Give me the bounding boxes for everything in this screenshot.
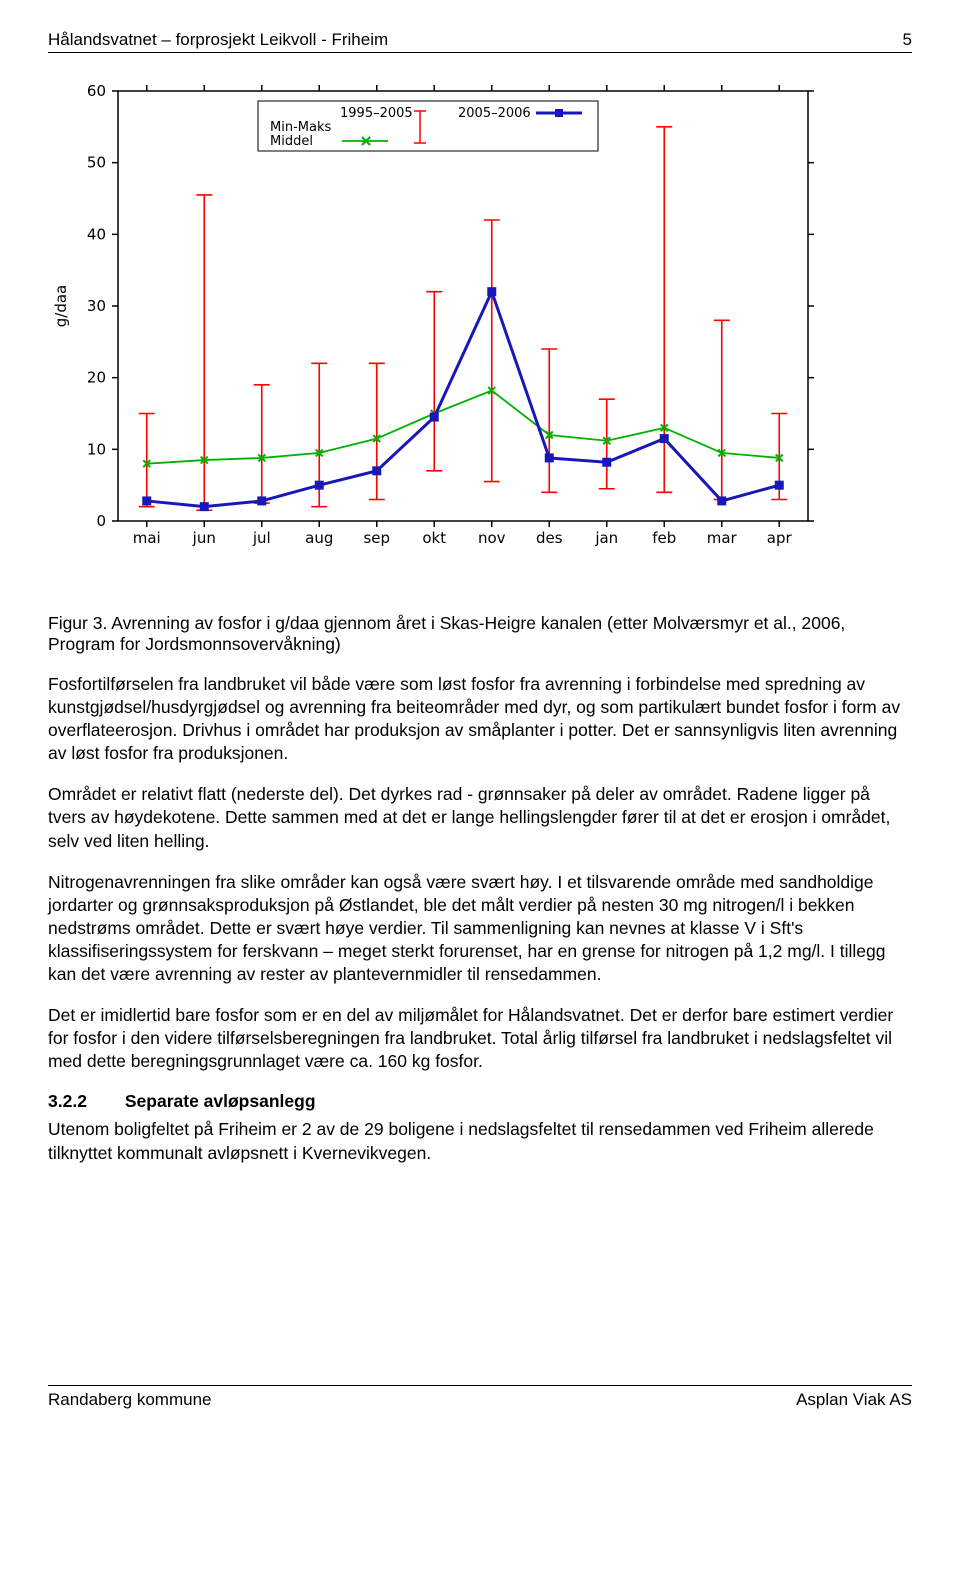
svg-text:jul: jul: [252, 529, 271, 547]
chart-svg: 0 10 20 30 40 50 60 g/daa mai jun jul aug sep okt nov d…: [48, 73, 828, 593]
paragraph: Nitrogenavrenningen fra slike områder ka…: [48, 871, 912, 986]
body-text: Fosfortilførselen fra landbruket vil båd…: [48, 673, 912, 1165]
svg-text:feb: feb: [652, 529, 676, 547]
paragraph: Området er relativt flatt (nederste del)…: [48, 783, 912, 852]
svg-text:0: 0: [96, 512, 106, 530]
document-page: Hålandsvatnet – forprosjekt Leikvoll - F…: [0, 0, 960, 1430]
svg-text:30: 30: [87, 297, 106, 315]
footer-right: Asplan Viak AS: [796, 1390, 912, 1410]
phosphorus-chart: 0 10 20 30 40 50 60 g/daa mai jun jul aug sep okt nov d…: [48, 73, 828, 593]
svg-text:jan: jan: [594, 529, 618, 547]
svg-text:mai: mai: [133, 529, 161, 547]
footer-left: Randaberg kommune: [48, 1390, 211, 1410]
paragraph: Fosfortilførselen fra landbruket vil båd…: [48, 673, 912, 765]
svg-text:20: 20: [87, 369, 106, 387]
svg-text:aug: aug: [305, 529, 333, 547]
svg-text:g/daa: g/daa: [52, 285, 70, 327]
svg-text:Middel: Middel: [270, 134, 313, 149]
svg-text:mar: mar: [707, 529, 738, 547]
section-title: Separate avløpsanlegg: [125, 1091, 316, 1111]
section-heading: 3.2.2 Separate avløpsanlegg: [48, 1091, 912, 1112]
page-header: Hålandsvatnet – forprosjekt Leikvoll - F…: [48, 30, 912, 53]
figure-caption: Figur 3. Avrenning av fosfor i g/daa gje…: [48, 613, 912, 655]
svg-text:jun: jun: [192, 529, 216, 547]
svg-text:1995–2005: 1995–2005: [340, 106, 413, 121]
svg-text:des: des: [536, 529, 563, 547]
svg-text:60: 60: [87, 82, 106, 100]
svg-text:50: 50: [87, 154, 106, 172]
svg-text:2005–2006: 2005–2006: [458, 106, 531, 121]
svg-text:okt: okt: [422, 529, 446, 547]
page-footer: Randaberg kommune Asplan Viak AS: [48, 1385, 912, 1410]
header-page-number: 5: [903, 30, 912, 50]
svg-text:apr: apr: [767, 529, 793, 547]
paragraph: Det er imidlertid bare fosfor som er en …: [48, 1004, 912, 1073]
svg-text:nov: nov: [478, 529, 506, 547]
svg-text:Min-Maks: Min-Maks: [270, 120, 331, 135]
section-number: 3.2.2: [48, 1091, 120, 1112]
svg-text:10: 10: [87, 440, 106, 458]
header-title: Hålandsvatnet – forprosjekt Leikvoll - F…: [48, 30, 388, 50]
svg-text:40: 40: [87, 225, 106, 243]
section-body: Utenom boligfeltet på Friheim er 2 av de…: [48, 1118, 912, 1164]
svg-text:sep: sep: [363, 529, 390, 547]
